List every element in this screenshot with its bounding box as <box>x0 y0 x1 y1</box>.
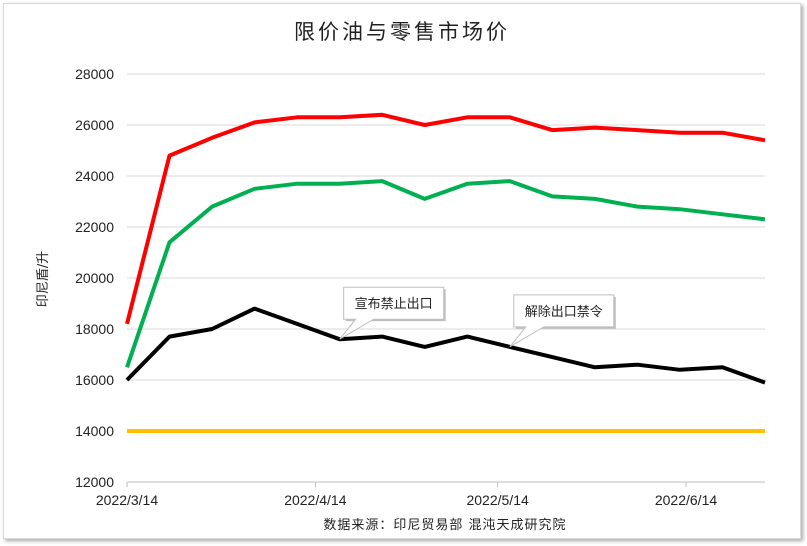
y-tick-label: 28000 <box>75 66 114 82</box>
y-tick-label: 16000 <box>75 372 114 388</box>
y-tick-label: 20000 <box>75 270 114 286</box>
x-tick-labels: 2022/3/14 2022/4/14 2022/5/14 2022/6/14 <box>96 492 718 508</box>
y-tick-label: 26000 <box>75 117 114 133</box>
series-line <box>125 306 766 385</box>
y-axis-label: 印尼盾/升 <box>36 251 51 307</box>
x-tick-label: 2022/6/14 <box>655 492 717 508</box>
annotation-callout: 宣布禁止出口 <box>339 286 446 340</box>
chart-svg: 限价油与零售市场价 12000 14000 16000 18000 20000 22000… <box>36 20 766 533</box>
series-group <box>125 112 766 433</box>
annotation-callout: 解除出口禁令 <box>509 294 616 348</box>
callout-text: 宣布禁止出口 <box>355 296 433 312</box>
y-tick-label: 18000 <box>75 321 114 337</box>
source-note: 数据来源：印尼贸易部 混沌天成研究院 <box>323 518 566 533</box>
series-line <box>125 179 766 368</box>
y-tick-labels: 12000 14000 16000 18000 20000 22000 24000 26000… <box>75 66 114 490</box>
y-tick-label: 14000 <box>75 423 114 439</box>
y-tick-label: 22000 <box>75 219 114 235</box>
chart-frame: 限价油与零售市场价 12000 14000 16000 18000 20000 22000… <box>3 3 801 539</box>
x-tick-label: 2022/5/14 <box>466 492 528 508</box>
y-tick-label: 12000 <box>75 474 114 490</box>
callout-text: 解除出口禁令 <box>525 305 603 320</box>
y-tick-label: 24000 <box>75 168 114 184</box>
x-axis <box>126 481 765 487</box>
callout-box <box>339 286 445 340</box>
callout-box <box>509 294 615 348</box>
chart-title: 限价油与零售市场价 <box>294 20 510 44</box>
x-tick-label: 2022/3/14 <box>96 492 158 508</box>
grid-lines <box>127 73 765 432</box>
x-tick-label: 2022/4/14 <box>284 492 346 508</box>
series-line <box>125 112 766 325</box>
